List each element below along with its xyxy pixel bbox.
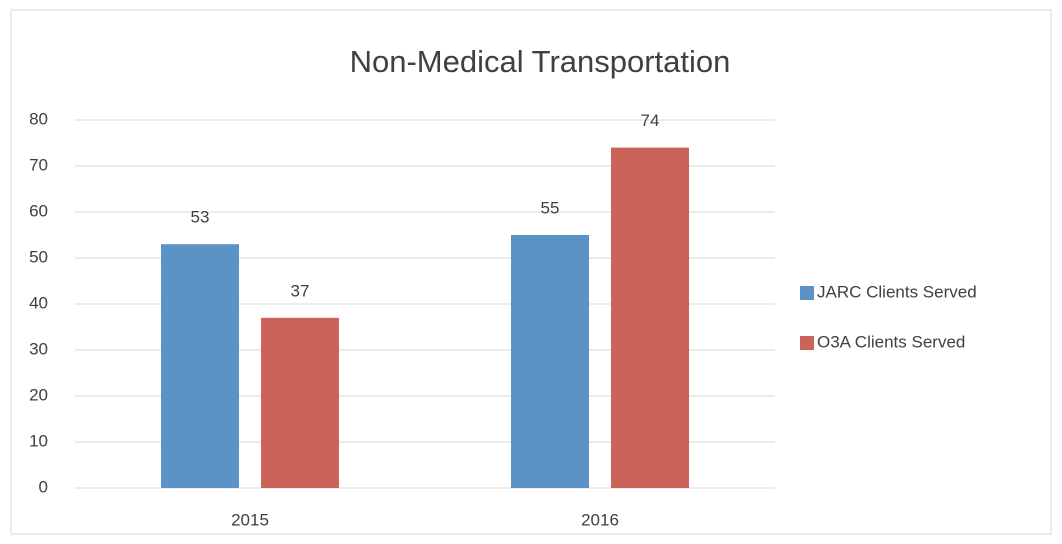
y-tick-label: 70 xyxy=(29,155,48,174)
x-tick-label: 2015 xyxy=(231,510,269,529)
y-tick-label: 60 xyxy=(29,201,48,220)
legend-swatch xyxy=(800,336,814,350)
y-tick-label: 40 xyxy=(29,293,48,312)
legend-swatch xyxy=(800,286,814,300)
bar xyxy=(611,147,689,488)
chart-title: Non-Medical Transportation xyxy=(350,44,731,79)
data-label: 55 xyxy=(541,198,560,217)
data-label: 53 xyxy=(191,208,210,227)
bar xyxy=(161,244,239,488)
legend-label: JARC Clients Served xyxy=(817,282,977,301)
data-label: 37 xyxy=(291,281,310,300)
data-label: 74 xyxy=(641,111,660,130)
x-tick-label: 2016 xyxy=(581,510,619,529)
y-tick-label: 80 xyxy=(29,109,48,128)
y-tick-label: 50 xyxy=(29,247,48,266)
y-tick-label: 20 xyxy=(29,385,48,404)
y-tick-label: 30 xyxy=(29,339,48,358)
legend-label: O3A Clients Served xyxy=(817,332,965,351)
bar xyxy=(261,317,339,488)
y-tick-label: 10 xyxy=(29,431,48,450)
y-tick-label: 0 xyxy=(39,477,48,496)
bar xyxy=(511,235,589,488)
